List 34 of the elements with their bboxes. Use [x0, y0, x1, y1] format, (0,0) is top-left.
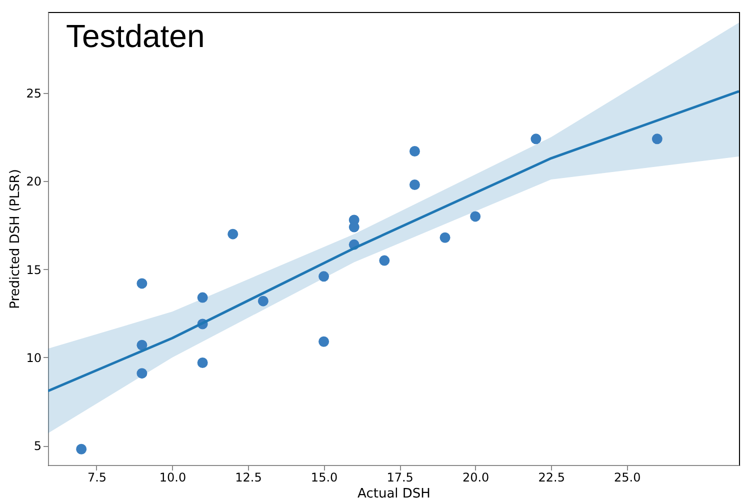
point: [197, 292, 208, 303]
x-tick-label: 12.5: [235, 470, 262, 484]
point: [652, 134, 662, 144]
point: [76, 444, 87, 454]
x-axis-title: Actual DSH: [358, 486, 430, 502]
x-tick-label: 20.0: [462, 470, 490, 484]
point: [318, 271, 330, 282]
x-tick-label: 22.5: [538, 470, 565, 484]
line-series: [48, 90, 739, 392]
point: [136, 368, 148, 379]
annotation: Testdaten: [66, 18, 205, 54]
x-tick-label: 7.5: [87, 470, 107, 484]
point: [440, 232, 450, 243]
point: [379, 255, 390, 266]
point: [409, 180, 420, 190]
point: [136, 278, 148, 289]
y-tick-label: 25: [26, 86, 42, 101]
point: [530, 134, 542, 144]
y-tick-label: 20: [26, 174, 42, 189]
point: [409, 146, 420, 156]
point: [470, 211, 481, 222]
point: [258, 296, 268, 306]
point: [197, 358, 208, 368]
y-tick-label: 5: [34, 439, 42, 454]
y-tick-label: 10: [26, 350, 42, 365]
x-tick-label: 17.5: [386, 470, 414, 484]
x-tick-label: 15.0: [310, 470, 338, 484]
point: [136, 340, 148, 350]
y-axis-title: Predicted DSH (PLSR): [8, 169, 24, 309]
point: [228, 228, 238, 240]
y-tick-label: 15: [26, 262, 42, 277]
x-tick-label: 10.0: [159, 470, 186, 484]
point: [318, 336, 330, 347]
x-tick-label: 25.0: [614, 470, 641, 484]
